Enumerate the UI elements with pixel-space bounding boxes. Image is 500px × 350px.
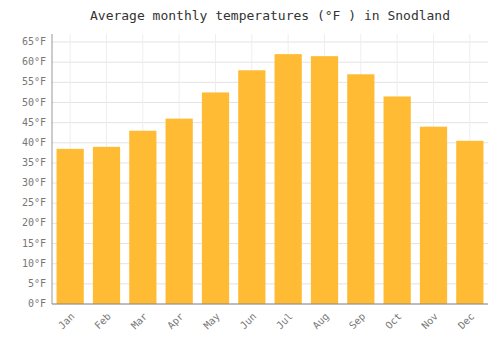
y-grid-line bbox=[52, 304, 488, 305]
bar bbox=[347, 74, 374, 304]
y-tick-label: 15°F bbox=[22, 238, 46, 249]
x-tick-label: Jun bbox=[238, 311, 259, 332]
bars bbox=[57, 54, 484, 304]
x-tick-label: Aug bbox=[310, 311, 331, 332]
y-tick-label: 30°F bbox=[22, 177, 46, 188]
y-tick-label: 10°F bbox=[22, 258, 46, 269]
bar bbox=[166, 119, 193, 304]
x-tick-label: Feb bbox=[92, 311, 113, 332]
title: Average monthly temperatures (°F ) in Sn… bbox=[90, 8, 450, 23]
bar bbox=[129, 131, 156, 304]
bar bbox=[202, 92, 229, 304]
y-grid-line bbox=[52, 102, 488, 103]
y-tick-label: 40°F bbox=[22, 137, 46, 148]
y-tick-label: 45°F bbox=[22, 117, 46, 128]
y-grid-line bbox=[52, 62, 488, 63]
bar bbox=[238, 70, 265, 304]
y-grid-line bbox=[52, 82, 488, 83]
y-tick-label: 60°F bbox=[22, 56, 46, 67]
chart: Average monthly temperatures (°F ) in Sn… bbox=[0, 0, 500, 350]
y-tick-label: 5°F bbox=[28, 278, 46, 289]
bar bbox=[57, 149, 84, 304]
y-grid-line bbox=[52, 122, 488, 123]
x-tick-label: Sep bbox=[347, 311, 368, 332]
x-tick-label: Mar bbox=[129, 311, 150, 332]
x-tick-label: Oct bbox=[383, 311, 404, 332]
bar bbox=[311, 56, 338, 304]
bar bbox=[456, 141, 483, 304]
bar bbox=[275, 54, 302, 304]
y-tick-label: 25°F bbox=[22, 197, 46, 208]
x-tick-label: May bbox=[201, 311, 222, 332]
x-tick-label: Jul bbox=[274, 311, 295, 332]
chart-container: Average monthly temperatures (°F ) in Sn… bbox=[0, 0, 500, 350]
x-tick-label: Jan bbox=[56, 311, 77, 332]
bar bbox=[384, 96, 411, 304]
y-tick-label: 0°F bbox=[28, 298, 46, 309]
bar bbox=[420, 127, 447, 304]
x-tick-label: Nov bbox=[419, 311, 440, 332]
bar bbox=[93, 147, 120, 304]
x-tick-label: Apr bbox=[165, 311, 186, 332]
grid bbox=[52, 34, 488, 304]
y-tick-label: 20°F bbox=[22, 217, 46, 228]
x-axis-line bbox=[52, 304, 488, 305]
y-grid-line bbox=[52, 42, 488, 43]
y-axis-line bbox=[52, 34, 53, 304]
y-tick-label: 35°F bbox=[22, 157, 46, 168]
y-tick-label: 50°F bbox=[22, 97, 46, 108]
x-tick-label: Dec bbox=[456, 311, 477, 332]
y-tick-label: 65°F bbox=[22, 36, 46, 47]
y-tick-label: 55°F bbox=[22, 76, 46, 87]
